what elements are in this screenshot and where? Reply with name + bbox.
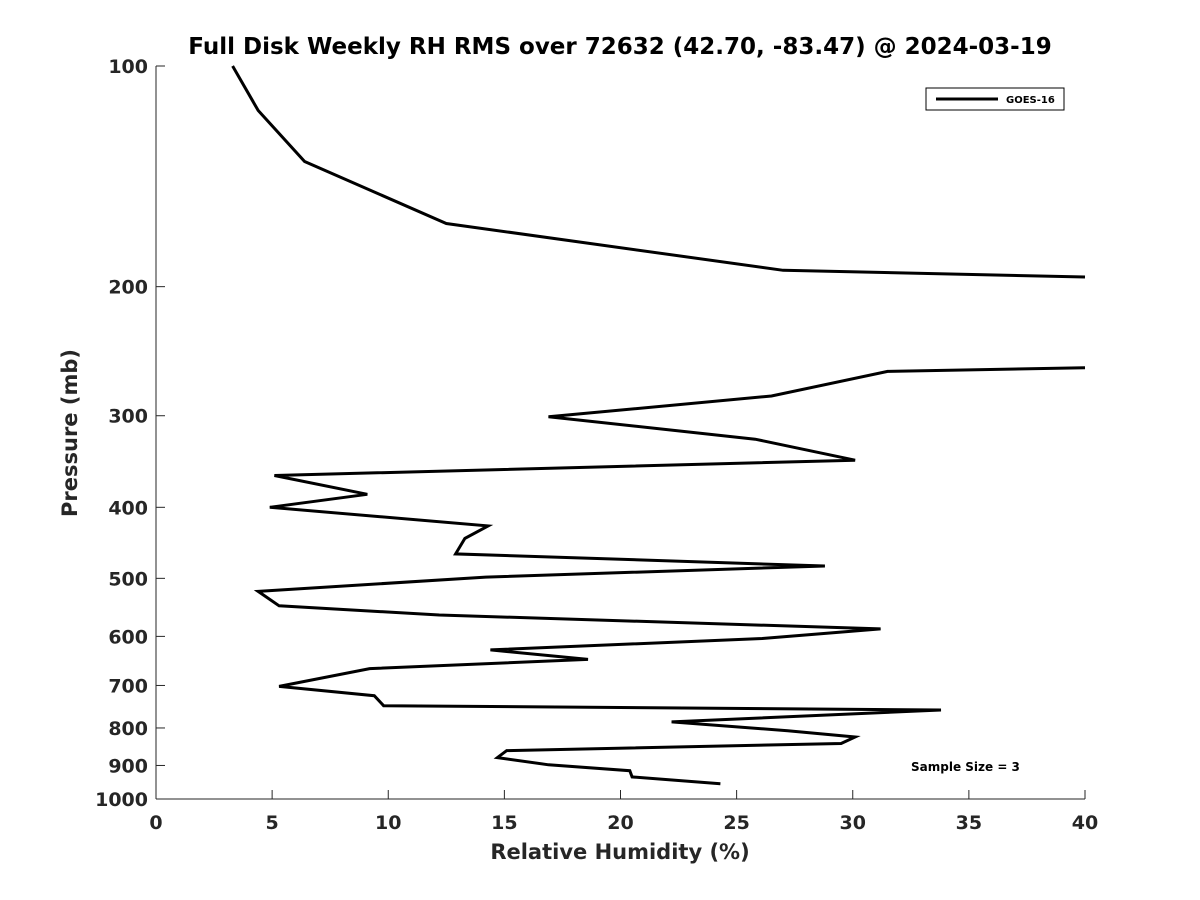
y-tick-label: 1000 (95, 789, 148, 811)
y-tick-label: 300 (108, 406, 148, 428)
y-tick-label: 100 (108, 56, 148, 78)
x-tick-label: 35 (956, 812, 982, 834)
legend-label-goes-16: GOES-16 (1006, 95, 1055, 106)
legend: GOES-16 (925, 87, 1065, 111)
series-line-goes-16 (253, 366, 1086, 786)
y-tick-label: 600 (108, 626, 148, 648)
sample-size-annotation: Sample Size = 3 (911, 760, 1020, 774)
y-tick-label: 700 (108, 675, 148, 697)
x-tick-label: 20 (607, 812, 633, 834)
chart-title: Full Disk Weekly RH RMS over 72632 (42.7… (188, 34, 1051, 60)
y-tick-label: 500 (108, 568, 148, 590)
axes: 0 5 10 15 20 25 30 35 40 100 200 300 400 500 600 700 800… (95, 56, 1098, 834)
y-tick-label: 900 (108, 755, 148, 777)
y-tick-label: 200 (108, 277, 148, 299)
x-axis-label: Relative Humidity (%) (490, 840, 749, 864)
x-tick-label: 5 (266, 812, 279, 834)
y-tick-label: 400 (108, 497, 148, 519)
y-axis-label: Pressure (mb) (58, 349, 82, 517)
x-tick-label: 0 (149, 812, 162, 834)
x-tick-label: 15 (491, 812, 517, 834)
x-tick-label: 30 (840, 812, 866, 834)
y-tick-label: 800 (108, 718, 148, 740)
series-group (231, 65, 1086, 786)
x-tick-label: 25 (723, 812, 749, 834)
x-tick-label: 10 (375, 812, 401, 834)
series-line-goes-16 (231, 65, 1086, 279)
x-tick-label: 40 (1072, 812, 1098, 834)
